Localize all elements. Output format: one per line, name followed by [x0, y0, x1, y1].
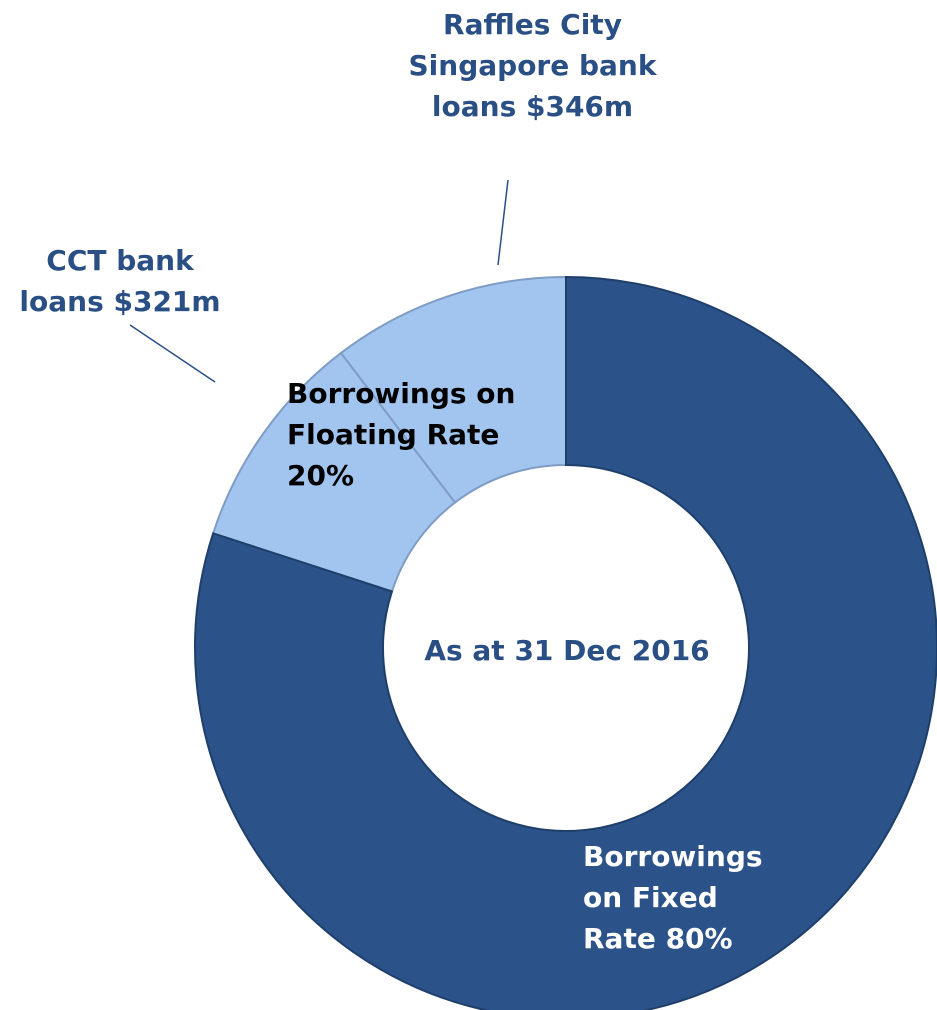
segment-label: Borrowings on Floating Rate 20% — [287, 377, 516, 492]
donut-part — [339, 275, 567, 504]
leader-line — [497, 179, 509, 266]
part-label: Raffles City Singapore bank loans $346m — [408, 8, 657, 123]
leader-line — [129, 324, 216, 383]
center-annotation: As at 31 Dec 2016 — [424, 634, 710, 667]
donut-part — [211, 351, 457, 593]
donut-segment — [194, 275, 937, 1010]
segment-label: Borrowings on Fixed Rate 80% — [583, 840, 763, 955]
part-label: CCT bank loans $321m — [19, 244, 221, 318]
